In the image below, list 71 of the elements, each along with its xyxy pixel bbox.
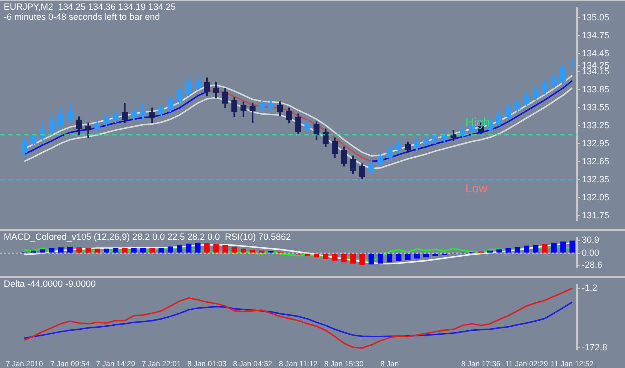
bar bbox=[524, 246, 530, 253]
y-tick-label: 133.85 bbox=[582, 84, 610, 95]
bar bbox=[542, 244, 548, 253]
y-tick-label: 132.05 bbox=[582, 192, 610, 203]
bar bbox=[560, 242, 566, 253]
bar bbox=[378, 254, 384, 264]
bar bbox=[186, 244, 192, 253]
bar bbox=[122, 248, 128, 253]
bar bbox=[177, 245, 183, 253]
chart-subtitle: -6 minutes 0-48 seconds left to bar end bbox=[4, 12, 160, 22]
bar bbox=[506, 248, 512, 253]
bar bbox=[432, 254, 438, 256]
bar bbox=[396, 254, 402, 262]
y-tick-label: 133.25 bbox=[582, 120, 610, 131]
bar bbox=[533, 245, 539, 253]
bar bbox=[168, 246, 174, 253]
y-tick-label: 30.9 bbox=[582, 235, 600, 246]
y-tick-label: 132.65 bbox=[582, 156, 610, 167]
bar bbox=[158, 248, 164, 253]
bar bbox=[414, 254, 420, 259]
bar bbox=[405, 254, 411, 260]
y-tick-label: 134.75 bbox=[582, 30, 610, 41]
bar bbox=[387, 254, 393, 263]
y-tick-label: 131.75 bbox=[582, 210, 610, 221]
bar bbox=[240, 248, 246, 253]
bar bbox=[514, 247, 520, 253]
bar bbox=[323, 254, 329, 260]
candlestick bbox=[569, 59, 576, 70]
bar bbox=[368, 254, 374, 265]
bar bbox=[131, 248, 137, 253]
bar bbox=[551, 242, 557, 253]
bar bbox=[232, 247, 238, 253]
bar bbox=[341, 254, 347, 263]
y-tick-label: 132.95 bbox=[582, 138, 610, 149]
bar bbox=[222, 245, 228, 253]
bar bbox=[140, 248, 146, 253]
bar bbox=[250, 250, 256, 253]
bar bbox=[76, 248, 82, 253]
bar bbox=[150, 248, 156, 253]
chart-title: EURJPY,M2 134.25 134.36 134.19 134.25 bbox=[4, 2, 176, 12]
y-tick-label: -172.8 bbox=[582, 342, 608, 353]
bar bbox=[104, 248, 110, 253]
bar bbox=[49, 248, 55, 253]
bar bbox=[113, 248, 119, 253]
y-tick-label: 133.55 bbox=[582, 102, 610, 113]
chart-title: MACD_Colored_v105 (12,26,9) 28.2 0.0 22.5 28.2 0.0 RSI(10) 70.5862 bbox=[4, 232, 292, 242]
bar bbox=[195, 242, 201, 253]
y-tick-label: -28.6 bbox=[582, 260, 603, 270]
bar bbox=[214, 244, 220, 253]
y-tick-label: 132.35 bbox=[582, 174, 610, 185]
bar bbox=[570, 240, 576, 253]
bar bbox=[40, 250, 46, 253]
bar bbox=[58, 248, 64, 253]
bar bbox=[86, 248, 92, 253]
annotation: High bbox=[466, 116, 490, 130]
bar bbox=[360, 254, 366, 266]
y-tick-label: 134.45 bbox=[582, 48, 610, 59]
y-tick-label: 134.15 bbox=[582, 66, 610, 77]
y-tick-label: 135.05 bbox=[582, 12, 610, 22]
y-tick-label: -1.2 bbox=[582, 283, 598, 294]
annotation: Low bbox=[466, 181, 488, 196]
chart-title: Delta -44.0000 -9.0000 bbox=[4, 278, 96, 289]
bar bbox=[496, 250, 502, 253]
bar bbox=[332, 254, 338, 261]
bar bbox=[314, 254, 320, 258]
bar bbox=[94, 248, 100, 253]
bar bbox=[350, 254, 356, 264]
bar bbox=[204, 243, 210, 253]
y-tick-label: 0.00 bbox=[582, 248, 600, 258]
bar bbox=[424, 254, 430, 258]
bar bbox=[67, 247, 73, 253]
